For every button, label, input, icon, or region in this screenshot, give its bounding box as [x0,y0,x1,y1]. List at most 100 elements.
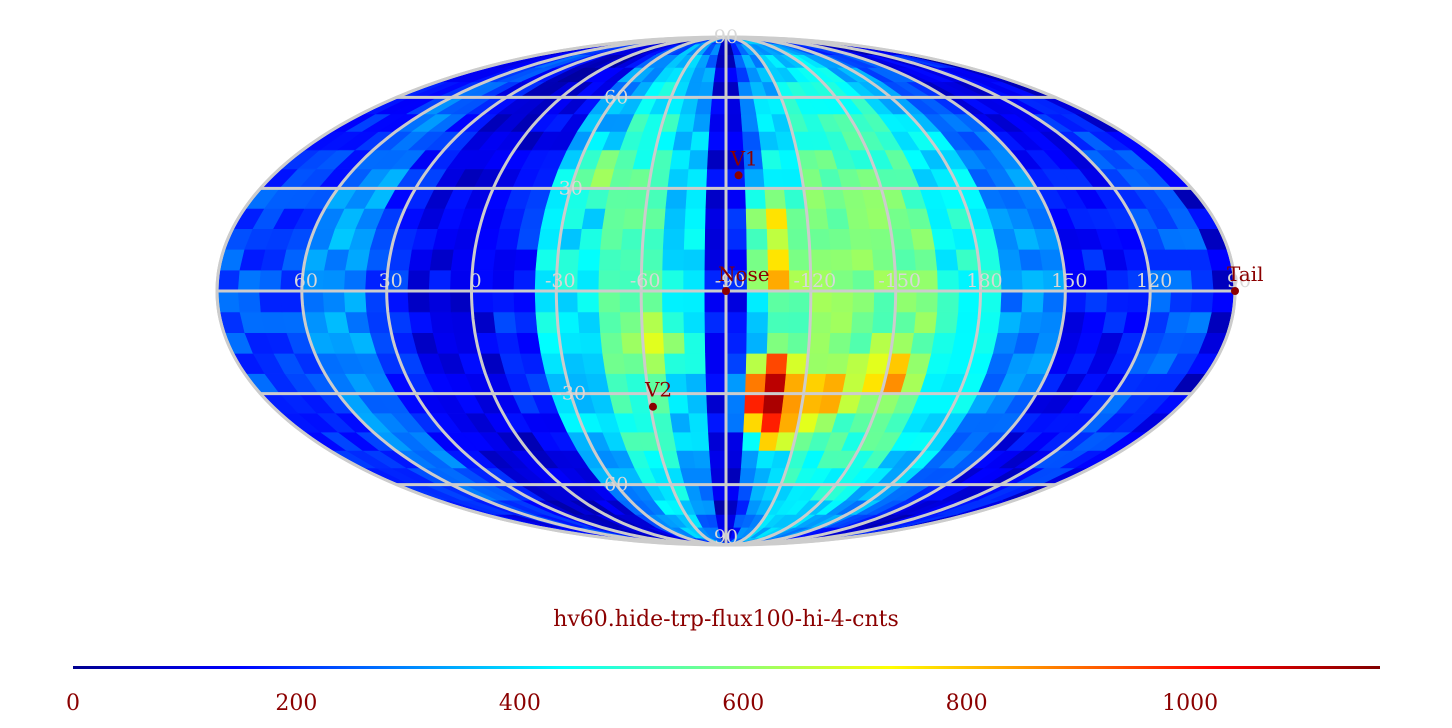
heatmap-cell [1021,290,1045,313]
heatmap-cell [934,249,959,271]
heatmap-cell [643,352,667,374]
heatmap-cell [894,290,918,313]
heatmap-cell [825,352,850,374]
marker-dot [1231,287,1239,295]
heatmap-cell [767,311,790,334]
heatmap-cell [622,352,647,374]
heatmap-cell [913,311,938,334]
heatmap-cell [493,311,518,334]
heatmap-cell [725,373,747,394]
heatmap-cell [852,290,875,313]
heatmap-cell [1081,311,1107,334]
heatmap-cell [767,249,790,271]
heatmap-cell [706,168,727,189]
heatmap-cell [711,81,727,98]
heatmap-cell [706,393,727,414]
heatmap-cell [1106,290,1130,313]
heatmap-cell [514,249,539,271]
heatmap-cell [746,228,769,250]
heatmap-cell [830,311,854,334]
heatmap-cell [280,290,304,313]
heatmap-cell [662,228,686,250]
heatmap-cell [785,352,809,374]
heatmap-cell [767,269,790,292]
heatmap-cell [934,311,959,334]
heatmap-cell [600,228,624,250]
heatmap-cell [764,188,787,209]
heatmap-cell [740,450,760,469]
heatmap-cell [1021,269,1045,292]
heatmap-cell [915,290,939,313]
heatmap-cell [705,188,727,209]
heatmap-cell [710,467,727,485]
heatmap-cell [581,208,607,229]
meridian-label: 180 [966,270,1002,292]
heatmap-cell [744,393,766,414]
heatmap-cell [851,249,875,271]
heatmap-cell [621,228,645,250]
heatmap-cell [688,149,709,170]
heatmap-cell [937,269,960,292]
heatmap-cell [577,249,601,271]
heatmap-cell [785,208,809,229]
heatmap-cell [429,249,455,271]
heatmap-cell [322,269,346,292]
marker-label: V2 [644,378,672,402]
heatmap-cell [619,249,643,271]
heatmap-cell [683,311,706,334]
heatmap-cell [683,332,706,354]
heatmap-cell [685,373,707,394]
heatmap-cell [619,290,642,313]
heatmap-cell [217,290,241,313]
meridian-label: 30 [379,270,403,292]
heatmap-cell [259,269,283,292]
heatmap-cell [365,290,389,313]
heatmap-cell [852,269,875,292]
heatmap-cell [725,113,743,132]
heatmap-cell [662,249,685,271]
heatmap-cell [259,290,283,313]
heatmap-cell [619,311,643,334]
heatmap-cell [745,352,768,374]
heatmap-cell [513,269,537,292]
heatmap-cell [705,373,727,394]
heatmap-cell [621,332,645,354]
heatmap-cell [493,249,518,271]
parallel-label: 90 [714,526,738,548]
heatmap-cell [742,431,762,451]
heatmap-cell [745,208,768,229]
heatmap-cell [725,431,744,451]
heatmap-cell [581,352,607,374]
heatmap-cell [662,311,685,334]
heatmap-cell [845,208,871,229]
meridian-label: 120 [1136,270,1172,292]
heatmap-cell [830,249,854,271]
heatmap-cell [762,393,785,414]
colorbar-tick-label: 0 [66,691,80,716]
heatmap-cell [828,332,852,354]
heatmap-cell [579,228,603,250]
heatmap-cell [807,228,831,250]
map-title: hv60.hide-trp-flux100-hi-4-cnts [553,607,899,632]
marker-label: Tail [1227,262,1264,286]
heatmap-cell [807,332,831,354]
heatmap-cell [766,228,790,250]
marker-label: V1 [730,146,758,170]
heatmap-cell [725,467,742,485]
heatmap-cell [685,188,707,209]
heatmap-cell [740,113,760,132]
heatmap-cell [849,332,873,354]
heatmap-cell [893,311,917,334]
heatmap-cell [766,332,790,354]
meridian-label: 60 [294,270,318,292]
heatmap-cell [713,499,727,515]
colorbar-tick-labels: 0 200 400 600 800 1000 [66,691,1218,716]
heatmap-cell [1000,269,1024,292]
heatmap-cell [534,290,558,313]
heatmap-cell [495,332,521,354]
heatmap-cell [1063,290,1087,313]
heatmap-cell [690,431,710,451]
heatmap-cell [662,269,685,292]
meridian-label: -60 [630,270,661,292]
heatmap-cell [713,67,727,83]
